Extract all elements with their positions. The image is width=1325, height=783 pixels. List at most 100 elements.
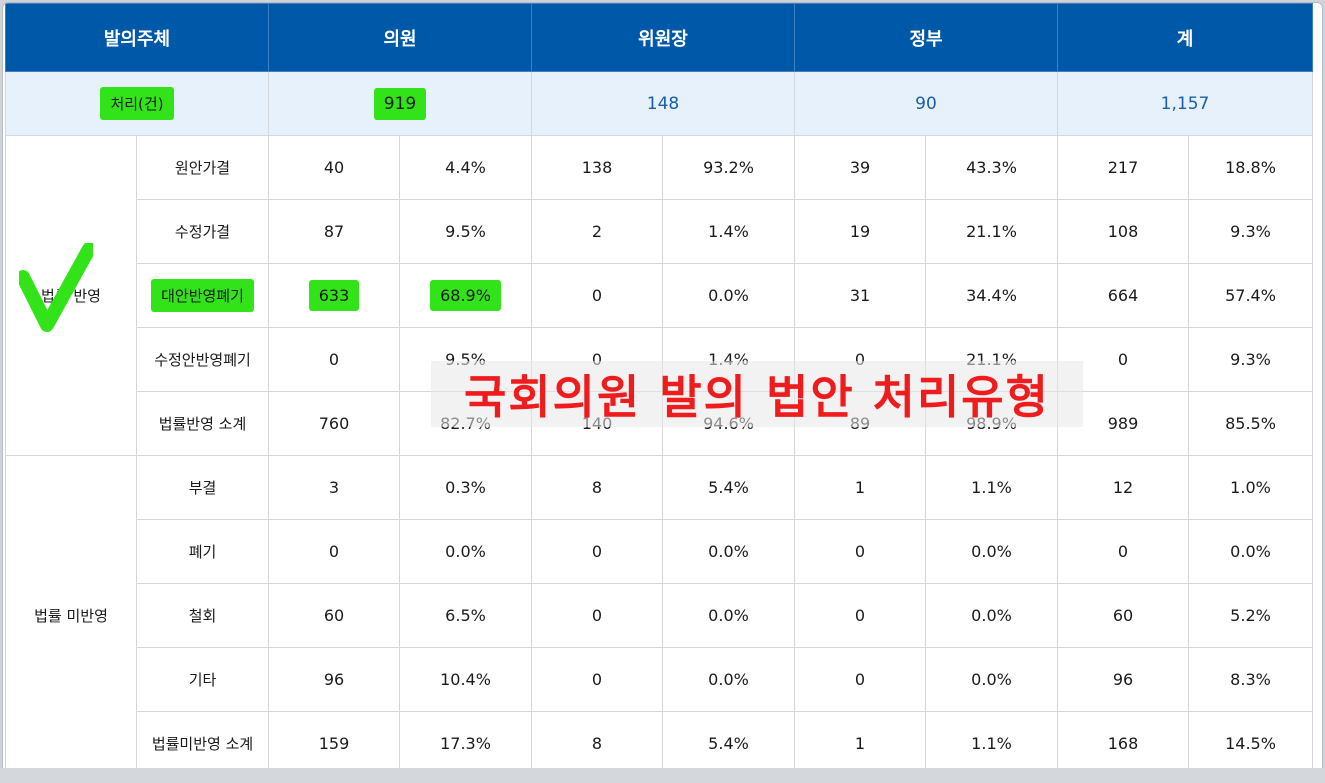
bill-processing-table: 발의주체 의원 위원장 정부 계 처리(건) 919 148 90 1,157 … — [5, 3, 1313, 776]
table-cell: 82.7% — [399, 391, 532, 456]
table-cell: 85.5% — [1188, 391, 1313, 456]
highlighted-value: 633 — [308, 280, 360, 311]
table-cell: 4.4% — [399, 135, 532, 200]
table-cell: 60 — [1057, 583, 1189, 648]
processed-members: 919 — [373, 87, 427, 120]
table-cell: 5.4% — [662, 711, 795, 776]
table-cell: 98.9% — [925, 391, 1058, 456]
table-cell: 94.6% — [662, 391, 795, 456]
row-label-cell: 법률미반영 소계 — [136, 711, 269, 776]
table-cell: 9.3% — [1188, 327, 1313, 392]
table-cell: 19 — [794, 199, 926, 264]
header-sponsor: 발의주체 — [5, 3, 269, 72]
table-cell: 0 — [794, 583, 926, 648]
table-cell: 89 — [794, 391, 926, 456]
table-cell: 1 — [794, 711, 926, 776]
row-label-cell: 원안가결 — [136, 135, 269, 200]
table-cell: 168 — [1057, 711, 1189, 776]
processed-chairman: 148 — [531, 71, 795, 136]
table-cell: 0 — [794, 647, 926, 712]
table-row: 법률미반영 소계 159 17.3% 8 5.4% 1 1.1% 168 14.5% — [6, 711, 1313, 776]
processed-members-cell: 919 — [268, 71, 532, 136]
table-cell: 0 — [531, 327, 663, 392]
row-label-cell: 수정안반영폐기 — [136, 327, 269, 392]
table-cell: 0.0% — [925, 647, 1058, 712]
table-row: 법률반영 소계 760 82.7% 140 94.6% 89 98.9% 989 85.5% — [6, 391, 1313, 456]
table-cell: 1 — [794, 455, 926, 520]
table-cell: 2 — [531, 199, 663, 264]
table-cell: 9.5% — [399, 199, 532, 264]
table-cell: 0 — [531, 647, 663, 712]
table-cell: 96 — [268, 647, 400, 712]
table-cell: 21.1% — [925, 327, 1058, 392]
table-cell: 3 — [268, 455, 400, 520]
table-row: 법률 반영 원안가결 40 4.4% 138 93.2% 39 43.3% 217 18.8% — [5, 135, 1313, 456]
row-label-cell: 대안반영폐기 — [136, 263, 269, 328]
table-cell: 5.4% — [662, 455, 795, 520]
bottom-strip — [0, 768, 1325, 783]
table-cell: 989 — [1057, 391, 1189, 456]
row-label-cell: 수정가결 — [136, 199, 269, 264]
table-cell: 8 — [531, 711, 663, 776]
table-cell: 96 — [1057, 647, 1189, 712]
table-cell: 18.8% — [1188, 135, 1313, 200]
table-cell: 6.5% — [399, 583, 532, 648]
table-cell: 60 — [268, 583, 400, 648]
header-government: 정부 — [794, 3, 1058, 72]
row-label-cell: 기타 — [136, 647, 269, 712]
table-row: 대안반영폐기 633 68.9% 0 0.0% 31 34.4% 664 57.4% — [6, 263, 1313, 328]
table-cell: 0.0% — [662, 263, 795, 328]
table-cell: 0.0% — [662, 583, 795, 648]
table-cell: 138 — [531, 135, 663, 200]
table-cell: 0 — [794, 327, 926, 392]
table-cell: 93.2% — [662, 135, 795, 200]
row-label-cell: 부결 — [136, 455, 269, 520]
table-cell: 14.5% — [1188, 711, 1313, 776]
table-cell: 9.5% — [399, 327, 532, 392]
header-row: 발의주체 의원 위원장 정부 계 — [5, 3, 1313, 72]
processed-label-cell: 처리(건) — [5, 71, 269, 136]
table-cell: 664 — [1057, 263, 1189, 328]
table-row: 수정가결 87 9.5% 2 1.4% 19 21.1% 108 9.3% — [6, 199, 1313, 264]
green-checkmark-icon — [19, 243, 93, 332]
table-cell: 760 — [268, 391, 400, 456]
table-cell: 21.1% — [925, 199, 1058, 264]
table-cell: 1.4% — [662, 199, 795, 264]
table-cell: 0.0% — [1188, 519, 1313, 584]
table-cell: 140 — [531, 391, 663, 456]
result-rows: 법률 반영 원안가결 40 4.4% 138 93.2% 39 43.3% 217 18.8% 수정… — [5, 135, 1313, 776]
table-row: 기타 96 10.4% 0 0.0% 0 0.0% 96 8.3% — [6, 647, 1313, 712]
table-cell: 217 — [1057, 135, 1189, 200]
table-cell: 159 — [268, 711, 400, 776]
row-label-cell: 철회 — [136, 583, 269, 648]
processed-label: 처리(건) — [100, 87, 174, 120]
table-cell: 0.0% — [925, 519, 1058, 584]
table-row: 폐기 0 0.0% 0 0.0% 0 0.0% 0 0.0% — [6, 519, 1313, 584]
group-label: 법률 미반영 — [5, 455, 137, 776]
table-cell: 17.3% — [399, 711, 532, 776]
table-cell: 0.0% — [662, 519, 795, 584]
header-chairman: 위원장 — [531, 3, 795, 72]
table-cell: 0.0% — [925, 583, 1058, 648]
processed-government: 90 — [794, 71, 1058, 136]
header-members: 의원 — [268, 3, 532, 72]
row-label-cell: 폐기 — [136, 519, 269, 584]
table-cell: 108 — [1057, 199, 1189, 264]
table-cell: 0 — [531, 583, 663, 648]
table-row: 철회 60 6.5% 0 0.0% 0 0.0% 60 5.2% — [6, 583, 1313, 648]
table-cell: 9.3% — [1188, 199, 1313, 264]
table-cell: 12 — [1057, 455, 1189, 520]
table-cell: 34.4% — [925, 263, 1058, 328]
table-cell: 39 — [794, 135, 926, 200]
processed-row: 처리(건) 919 148 90 1,157 — [5, 71, 1313, 136]
table-cell: 10.4% — [399, 647, 532, 712]
table-cell: 0 — [1057, 519, 1189, 584]
table-cell: 31 — [794, 263, 926, 328]
row-label-cell: 법률반영 소계 — [136, 391, 269, 456]
table-cell: 633 — [268, 263, 400, 328]
table-cell: 5.2% — [1188, 583, 1313, 648]
table-cell: 0.0% — [399, 519, 532, 584]
table-cell: 0.0% — [662, 647, 795, 712]
table-cell: 68.9% — [399, 263, 532, 328]
